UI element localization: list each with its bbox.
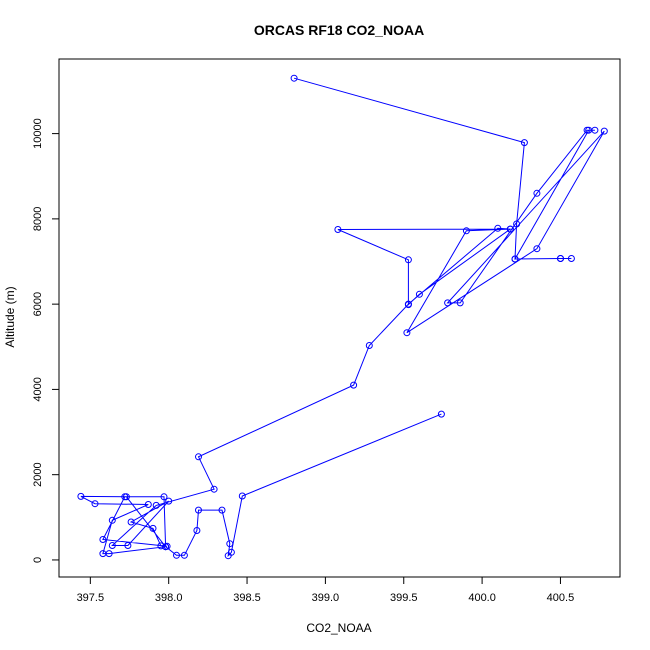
x-tick-label: 397.5 xyxy=(77,592,105,604)
data-point xyxy=(195,506,202,514)
data-point xyxy=(600,127,608,135)
data-point xyxy=(180,551,188,559)
data-point xyxy=(404,256,412,264)
data-point xyxy=(152,501,160,509)
y-tick-label: 4000 xyxy=(32,377,44,401)
data-point xyxy=(227,548,235,556)
data-point xyxy=(193,527,201,534)
data-point xyxy=(218,506,226,514)
x-tick-label: 399.0 xyxy=(312,592,340,604)
data-point xyxy=(533,189,541,197)
x-axis: 397.5 398.0 398.5 399.0 399.5 400.0 400.5 xyxy=(77,576,575,604)
data-point xyxy=(437,410,445,418)
data-point xyxy=(290,74,298,82)
x-tick-label: 400.5 xyxy=(547,592,575,604)
x-tick-label: 399.5 xyxy=(390,592,418,604)
y-tick-label: 2000 xyxy=(32,462,44,486)
data-point xyxy=(350,381,358,389)
data-point xyxy=(144,501,152,508)
data-point xyxy=(238,492,246,500)
data-point xyxy=(494,224,502,232)
x-tick-label: 400.0 xyxy=(468,592,496,604)
data-point xyxy=(511,255,519,263)
data-series xyxy=(77,74,608,560)
data-point xyxy=(149,524,157,532)
data-point xyxy=(108,542,116,549)
data-point xyxy=(403,329,411,337)
data-point xyxy=(520,139,528,147)
data-point xyxy=(583,126,591,134)
chart-title: ORCAS RF18 CO2_NOAA xyxy=(254,22,424,38)
data-point xyxy=(365,342,373,349)
data-point xyxy=(513,220,521,228)
data-point xyxy=(506,225,514,233)
y-axis-label: Altitude (m) xyxy=(3,286,17,347)
data-point xyxy=(173,551,180,559)
data-point xyxy=(99,550,107,558)
x-tick-label: 398.5 xyxy=(233,592,261,604)
data-point xyxy=(165,497,173,505)
y-tick-label: 8000 xyxy=(32,207,44,231)
data-point xyxy=(557,255,564,262)
data-point xyxy=(567,255,575,262)
x-axis-label: CO2_NOAA xyxy=(306,621,371,635)
y-axis: 0 2000 4000 6000 8000 10000 xyxy=(32,118,60,563)
data-point xyxy=(533,245,541,253)
data-point xyxy=(77,492,85,500)
data-point xyxy=(415,290,423,298)
y-tick-label: 0 xyxy=(32,557,44,563)
data-point xyxy=(591,126,599,134)
y-tick-label: 10000 xyxy=(32,118,44,149)
data-point xyxy=(462,227,470,235)
data-point xyxy=(195,453,202,461)
data-point xyxy=(162,543,170,551)
data-point xyxy=(210,485,218,493)
series-line xyxy=(80,77,605,558)
data-point xyxy=(226,540,234,548)
data-point xyxy=(334,226,342,233)
data-point xyxy=(124,542,132,549)
y-tick-label: 6000 xyxy=(32,292,44,316)
data-point xyxy=(108,516,116,524)
data-point xyxy=(456,299,464,307)
data-point xyxy=(99,536,107,543)
data-point xyxy=(91,500,99,508)
data-point xyxy=(444,299,452,307)
plot-frame xyxy=(58,58,621,578)
data-point xyxy=(122,493,130,501)
data-point xyxy=(127,518,135,526)
data-point xyxy=(404,300,412,308)
x-tick-label: 398.0 xyxy=(155,592,183,604)
data-point xyxy=(160,493,168,501)
